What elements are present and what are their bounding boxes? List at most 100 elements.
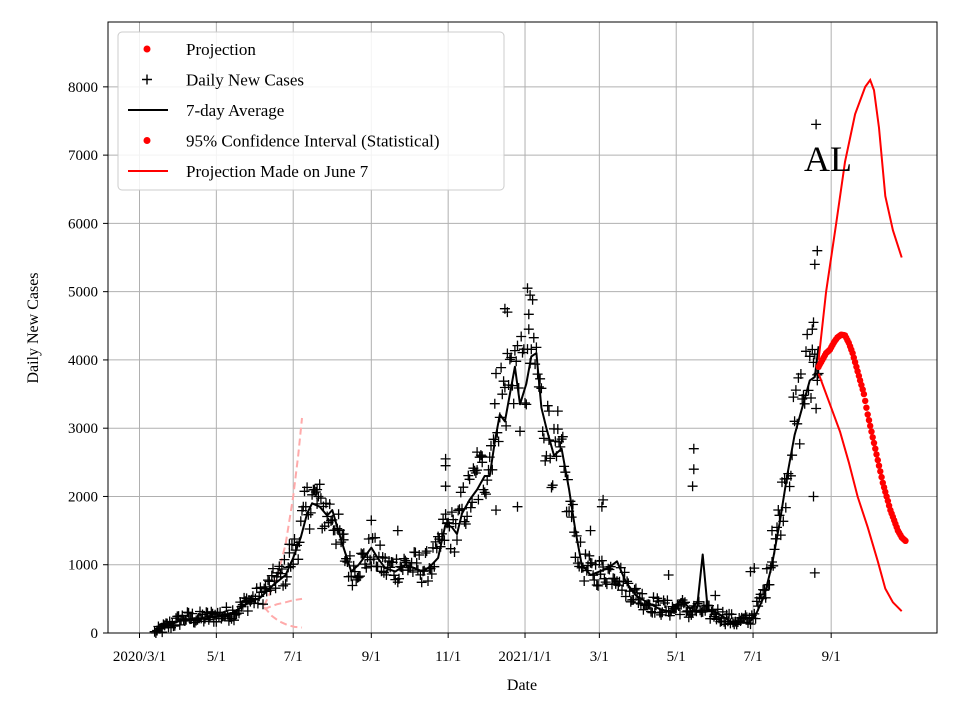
daily-case-marker	[411, 558, 422, 568]
daily-case-marker	[211, 616, 222, 627]
y-tick-label: 5000	[68, 285, 98, 301]
daily-case-marker	[347, 580, 358, 591]
daily-case-marker	[310, 487, 321, 497]
confidence-interval-lines	[817, 77, 903, 612]
y-tick-label: 2000	[68, 489, 98, 505]
daily-case-marker	[790, 385, 801, 396]
projection-dots	[815, 331, 909, 544]
projection-dot	[865, 417, 873, 424]
projection-dot	[877, 468, 884, 475]
y-tick-label: 3000	[68, 421, 98, 437]
daily-case-marker	[366, 515, 377, 526]
daily-case-marker	[270, 583, 281, 594]
daily-case-marker	[663, 570, 674, 580]
daily-case-marker	[600, 577, 611, 588]
daily-case-marker	[258, 599, 268, 610]
daily-case-marker	[788, 392, 799, 403]
daily-case-marker	[392, 525, 403, 536]
daily-case-marker	[304, 524, 315, 534]
daily-case-marker	[472, 465, 483, 476]
legend-plus-marker	[142, 74, 152, 85]
daily-case-marker	[361, 562, 372, 573]
daily-case-marker	[481, 489, 491, 500]
daily-case-marker	[726, 609, 737, 620]
daily-case-marker	[252, 598, 263, 609]
daily-case-marker	[368, 554, 379, 565]
projection-dot	[860, 390, 868, 398]
daily-case-marker	[333, 509, 344, 520]
daily-case-marker	[414, 550, 425, 560]
daily-case-marker	[687, 481, 698, 492]
daily-case-marker	[458, 482, 469, 493]
daily-case-marker	[446, 507, 457, 518]
daily-case-marker	[477, 457, 488, 468]
daily-case-marker	[501, 420, 512, 431]
daily-new-cases-markers	[149, 119, 824, 638]
daily-case-marker	[638, 604, 649, 615]
daily-case-marker	[523, 309, 534, 320]
daily-case-marker	[326, 515, 336, 526]
projection-dot	[902, 537, 909, 544]
daily-case-marker	[191, 615, 202, 626]
daily-case-marker	[585, 525, 596, 536]
daily-case-marker	[531, 342, 542, 353]
legend-dot-marker	[143, 45, 151, 53]
daily-case-marker	[633, 598, 644, 608]
daily-case-marker	[523, 324, 534, 335]
daily-case-marker	[293, 554, 304, 565]
daily-case-marker	[497, 389, 508, 400]
x-tick-label: 5/1	[667, 649, 686, 665]
daily-case-marker	[535, 373, 546, 384]
y-axis-label: Daily New Cases	[25, 272, 42, 383]
daily-case-marker	[449, 547, 460, 557]
x-tick-label: 11/1	[435, 649, 461, 665]
daily-case-marker	[537, 426, 548, 437]
daily-case-marker	[675, 609, 685, 620]
daily-case-marker	[512, 340, 523, 351]
daily-case-marker	[557, 431, 568, 442]
daily-case-marker	[508, 398, 519, 409]
legend-dot-marker	[143, 137, 151, 144]
daily-case-marker	[526, 344, 537, 355]
daily-case-marker	[487, 464, 498, 475]
projection-dot	[864, 411, 871, 418]
daily-case-marker	[589, 575, 600, 585]
legend-entry-label: 7-day Average	[186, 101, 284, 120]
daily-case-marker	[472, 447, 483, 458]
daily-case-marker	[268, 563, 278, 574]
daily-case-marker	[377, 552, 388, 563]
y-tick-label: 8000	[68, 80, 98, 96]
daily-case-marker	[710, 590, 721, 601]
projection-dot	[870, 439, 878, 447]
legend-entry-label: Daily New Cases	[186, 71, 304, 90]
daily-case-marker	[542, 400, 553, 411]
daily-case-marker	[394, 573, 404, 584]
daily-case-marker	[749, 563, 760, 574]
daily-case-marker	[452, 535, 462, 546]
daily-case-marker	[659, 598, 670, 608]
x-tick-label: 2020/3/1	[113, 649, 166, 665]
daily-case-marker	[491, 368, 501, 379]
daily-case-marker	[579, 576, 590, 586]
daily-case-marker	[300, 501, 311, 512]
x-tick-label: 2021/1/1	[498, 649, 551, 665]
y-tick-label: 7000	[68, 148, 98, 164]
daily-case-marker	[546, 482, 557, 493]
projection-dot	[869, 434, 876, 441]
daily-case-marker	[502, 307, 513, 318]
daily-case-marker	[598, 494, 609, 505]
daily-case-marker	[440, 460, 451, 471]
x-tick-label: 7/1	[743, 649, 762, 665]
daily-case-marker	[455, 487, 466, 498]
projection-dot	[874, 456, 881, 464]
daily-case-marker	[617, 585, 627, 596]
daily-case-marker	[620, 591, 631, 602]
legend-box	[117, 31, 505, 191]
y-tick-label: 6000	[68, 216, 98, 232]
daily-case-marker	[275, 568, 286, 579]
daily-case-marker	[440, 509, 451, 520]
daily-case-marker	[566, 512, 577, 523]
daily-case-marker	[570, 552, 581, 563]
daily-case-marker	[522, 283, 533, 294]
